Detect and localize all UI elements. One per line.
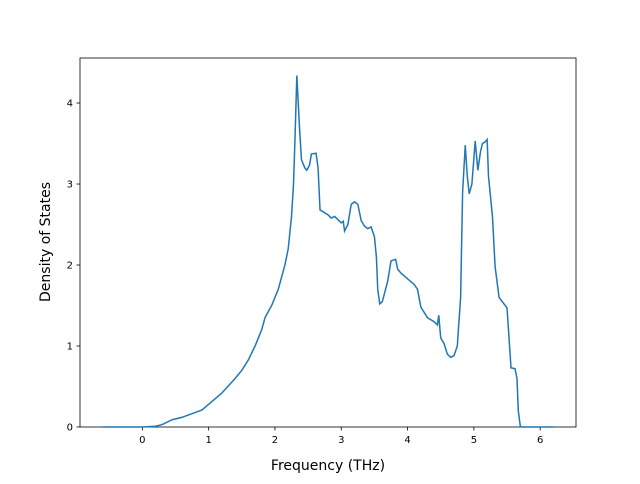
y-tick-label: 2 (67, 261, 73, 272)
y-tick-label: 3 (67, 180, 73, 191)
dos-line (102, 75, 554, 428)
y-tick-label: 0 (67, 423, 73, 434)
x-tick-label: 2 (272, 435, 278, 446)
x-axis-label: Frequency (THz) (271, 458, 385, 474)
x-tick-label: 1 (205, 435, 211, 446)
x-tick-label: 0 (139, 435, 145, 446)
y-axis-label: Density of States (38, 182, 54, 302)
x-tick-label: 3 (338, 435, 344, 446)
y-tick-label: 1 (67, 342, 73, 353)
x-tick-label: 5 (471, 435, 477, 446)
y-tick-label: 4 (67, 99, 73, 110)
plot-frame (79, 57, 577, 428)
x-tick-label: 4 (404, 435, 410, 446)
x-tick-label: 6 (537, 435, 543, 446)
